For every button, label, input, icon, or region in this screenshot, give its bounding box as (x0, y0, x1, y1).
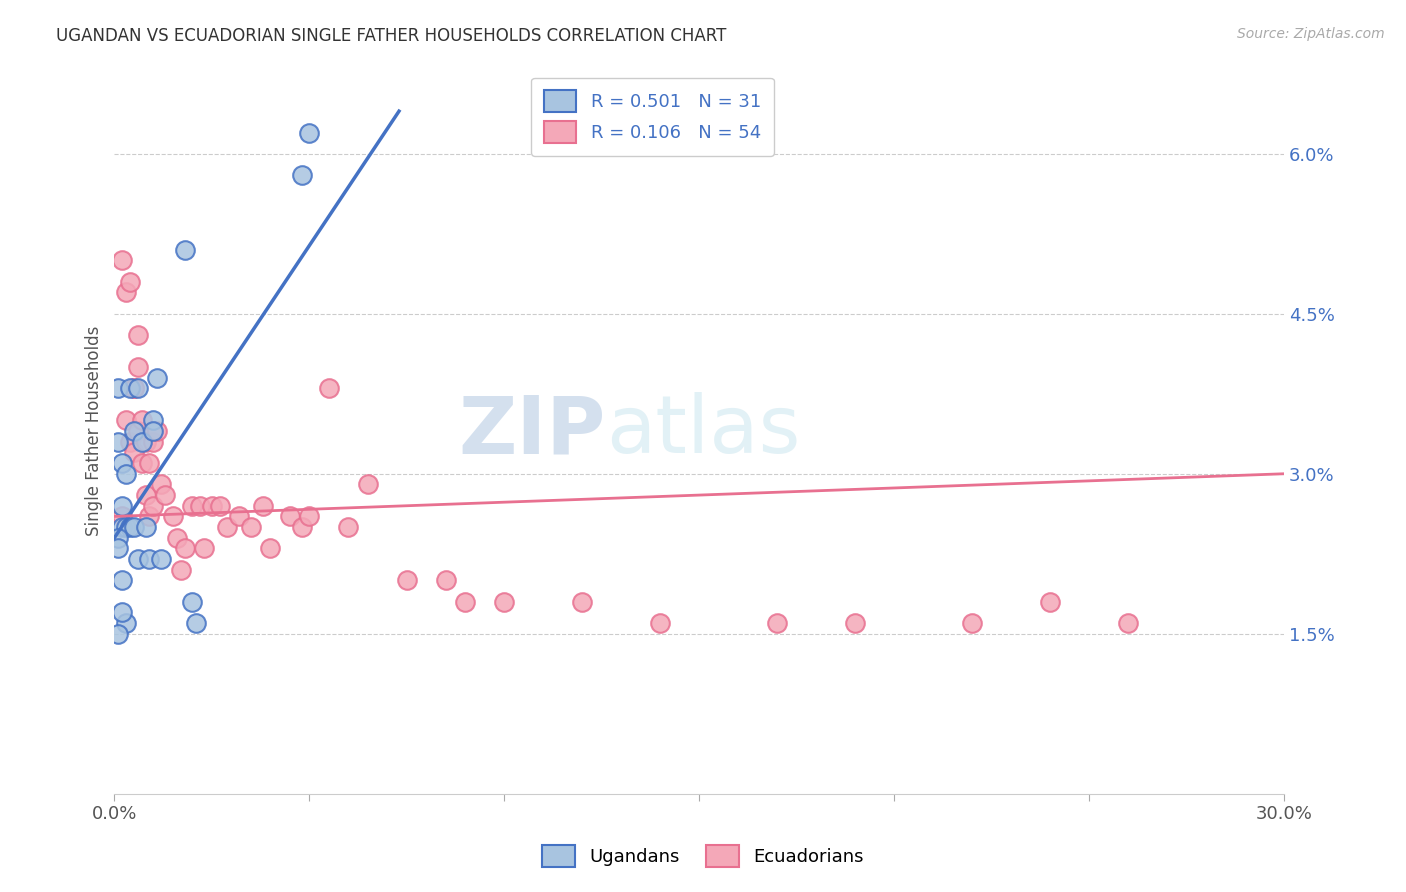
Point (135, 488, 157, 502)
Text: UGANDAN VS ECUADORIAN SINGLE FATHER HOUSEHOLDS CORRELATION CHART: UGANDAN VS ECUADORIAN SINGLE FATHER HOUS… (56, 27, 727, 45)
Point (650, 615, 672, 630)
Point (127, 328, 149, 343)
Point (111, 509, 134, 524)
Text: Source: ZipAtlas.com: Source: ZipAtlas.com (1237, 27, 1385, 41)
Point (318, 381, 340, 395)
Point (107, 626, 129, 640)
Point (115, 467, 138, 481)
Point (146, 371, 169, 385)
Point (434, 574, 457, 588)
Legend: R = 0.501   N = 31, R = 0.106   N = 54: R = 0.501 N = 31, R = 0.106 N = 54 (531, 78, 773, 156)
Point (142, 424, 165, 438)
Point (259, 541, 281, 556)
Text: atlas: atlas (606, 392, 800, 470)
Point (239, 520, 262, 534)
Point (170, 563, 193, 577)
Point (138, 552, 160, 566)
Point (118, 275, 141, 289)
Point (107, 531, 129, 545)
Point (115, 615, 138, 630)
Point (122, 381, 145, 395)
Y-axis label: Single Father Households: Single Father Households (86, 326, 103, 536)
Point (1116, 615, 1139, 630)
Point (186, 615, 208, 630)
Point (142, 499, 165, 513)
Point (135, 434, 157, 449)
Point (111, 499, 134, 513)
Point (960, 615, 983, 630)
Point (193, 541, 215, 556)
Point (122, 381, 145, 395)
Point (127, 360, 149, 375)
Text: ZIP: ZIP (458, 392, 606, 470)
Point (173, 541, 195, 556)
Point (153, 488, 176, 502)
Point (1039, 595, 1062, 609)
Point (138, 509, 160, 524)
Point (111, 574, 134, 588)
Point (208, 499, 231, 513)
Point (298, 126, 321, 140)
Point (454, 595, 477, 609)
Point (357, 477, 380, 491)
Point (571, 595, 593, 609)
Point (115, 413, 138, 427)
Point (107, 434, 129, 449)
Point (146, 424, 169, 438)
Point (122, 520, 145, 534)
Point (127, 424, 149, 438)
Point (181, 595, 204, 609)
Point (107, 541, 129, 556)
Point (111, 520, 134, 534)
Point (290, 168, 312, 182)
Point (201, 499, 224, 513)
Point (131, 434, 153, 449)
Point (118, 381, 141, 395)
Point (127, 552, 149, 566)
Point (127, 381, 149, 395)
Point (162, 509, 184, 524)
Point (173, 243, 195, 257)
Point (298, 509, 321, 524)
Point (278, 509, 301, 524)
Point (494, 595, 516, 609)
Point (395, 574, 418, 588)
Point (135, 520, 157, 534)
Point (142, 434, 165, 449)
Point (111, 456, 134, 470)
Point (118, 434, 141, 449)
Point (166, 531, 188, 545)
Point (122, 445, 145, 459)
Point (766, 615, 789, 630)
Point (122, 424, 145, 438)
Point (142, 413, 165, 427)
Point (337, 520, 360, 534)
Point (844, 615, 866, 630)
Point (290, 520, 312, 534)
Point (217, 520, 239, 534)
Point (115, 285, 138, 300)
Point (150, 552, 173, 566)
Point (138, 456, 160, 470)
Point (118, 520, 141, 534)
Point (181, 499, 204, 513)
Legend: Ugandans, Ecuadorians: Ugandans, Ecuadorians (534, 838, 872, 874)
Point (131, 413, 153, 427)
Point (111, 253, 134, 268)
Point (111, 606, 134, 620)
Point (188, 499, 211, 513)
Point (131, 456, 153, 470)
Point (252, 499, 274, 513)
Point (107, 381, 129, 395)
Point (150, 477, 173, 491)
Point (115, 520, 138, 534)
Point (228, 509, 250, 524)
